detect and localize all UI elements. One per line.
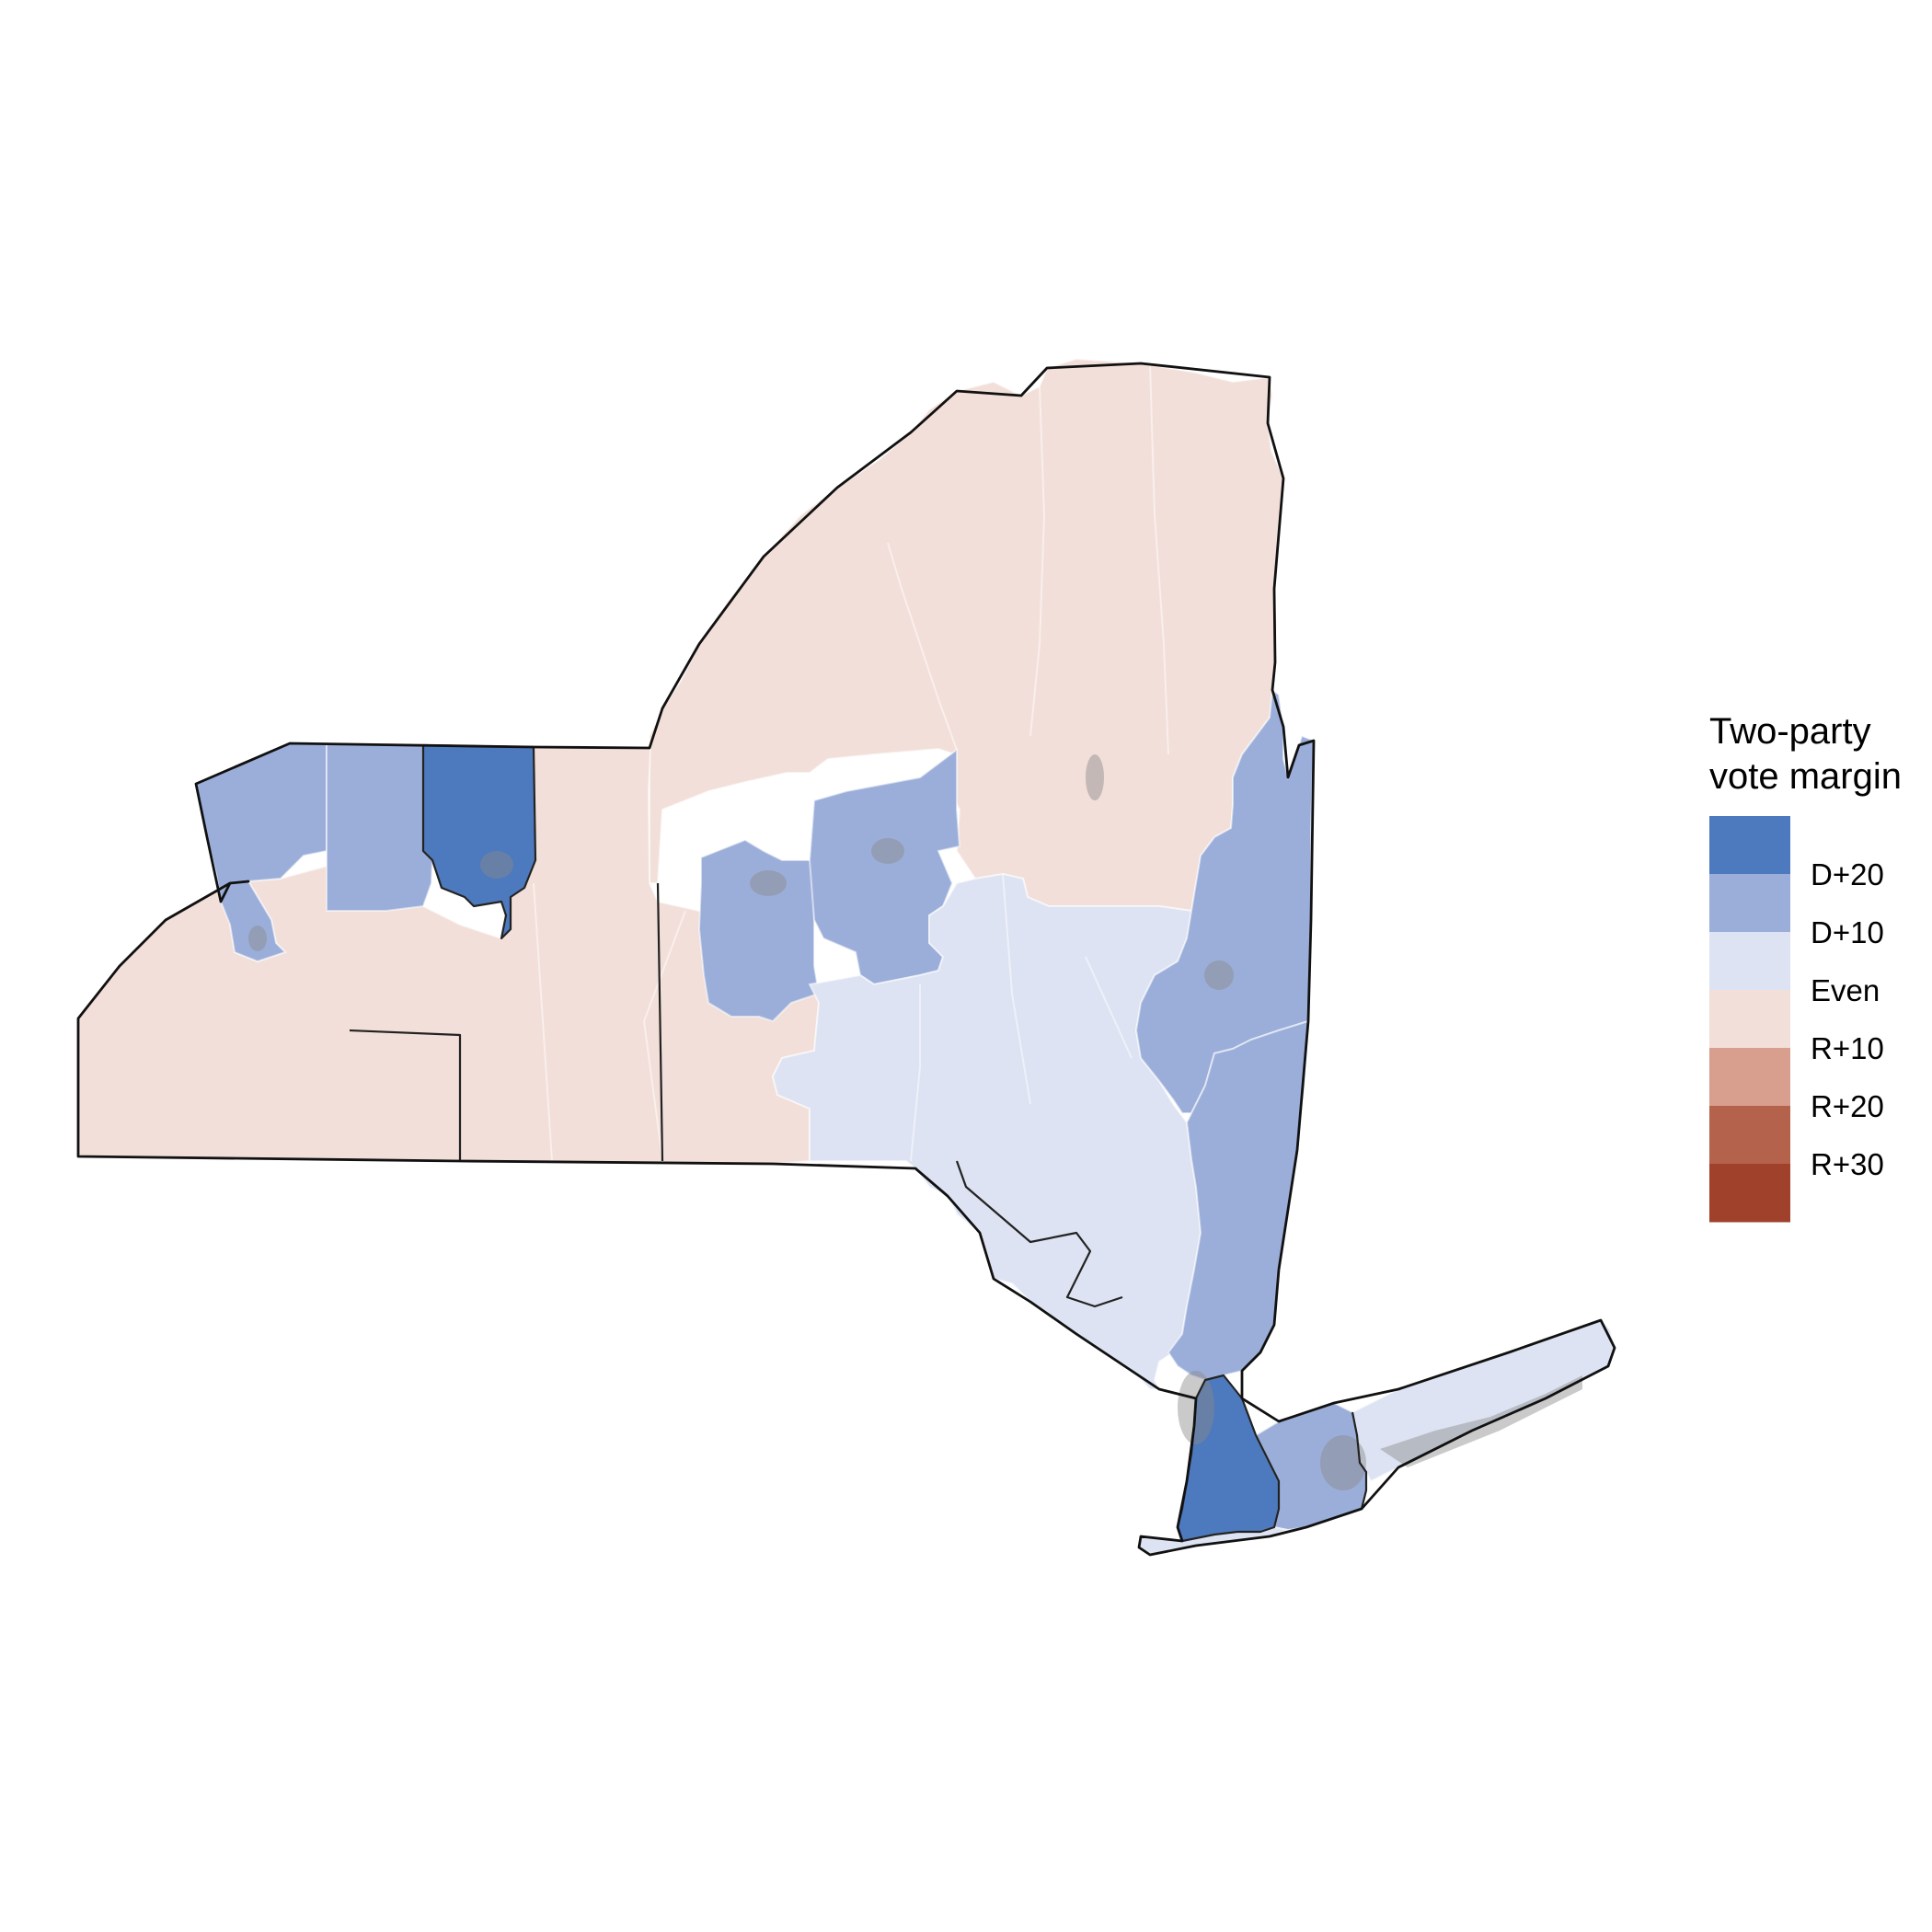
- legend-bin-0: [1709, 816, 1790, 875]
- urban-areas-overlay: [248, 754, 1582, 1490]
- district-capital-region[interactable]: [1134, 688, 1316, 1114]
- legend-bin-6: [1709, 1164, 1790, 1223]
- legend-bin-5: [1709, 1106, 1790, 1165]
- legend-label-3: R+10: [1811, 1031, 1884, 1065]
- district-boundary-lines: [533, 362, 1169, 1162]
- map-regions: [77, 357, 1616, 1557]
- district-suffolk[interactable]: [1351, 1318, 1616, 1483]
- legend-label-1: D+10: [1811, 915, 1884, 949]
- district-north-country[interactable]: [649, 357, 1285, 913]
- legend-color-bins: [1709, 816, 1790, 1223]
- legend-bin-1: [1709, 874, 1790, 933]
- legend: Two-party vote margin D+20 D+10 Even R+10 R+…: [1709, 711, 1902, 1223]
- legend-title-line1: Two-party: [1709, 711, 1871, 752]
- legend-label-0: D+20: [1811, 857, 1884, 891]
- district-buffalo-east[interactable]: [326, 742, 434, 912]
- state-outline: [76, 362, 1616, 1557]
- legend-label-5: R+30: [1811, 1147, 1884, 1181]
- legend-bin-4: [1709, 1048, 1790, 1107]
- district-southern-tier-east[interactable]: [771, 872, 1202, 1390]
- district-syracuse[interactable]: [697, 838, 821, 1023]
- legend-label-4: R+20: [1811, 1089, 1884, 1123]
- legend-label-2: Even: [1811, 973, 1880, 1007]
- legend-title-line2: vote margin: [1709, 756, 1902, 797]
- legend-labels: D+20 D+10 Even R+10 R+20 R+30: [1811, 857, 1884, 1181]
- legend-bin-2: [1709, 932, 1790, 991]
- legend-bin-3: [1709, 990, 1790, 1049]
